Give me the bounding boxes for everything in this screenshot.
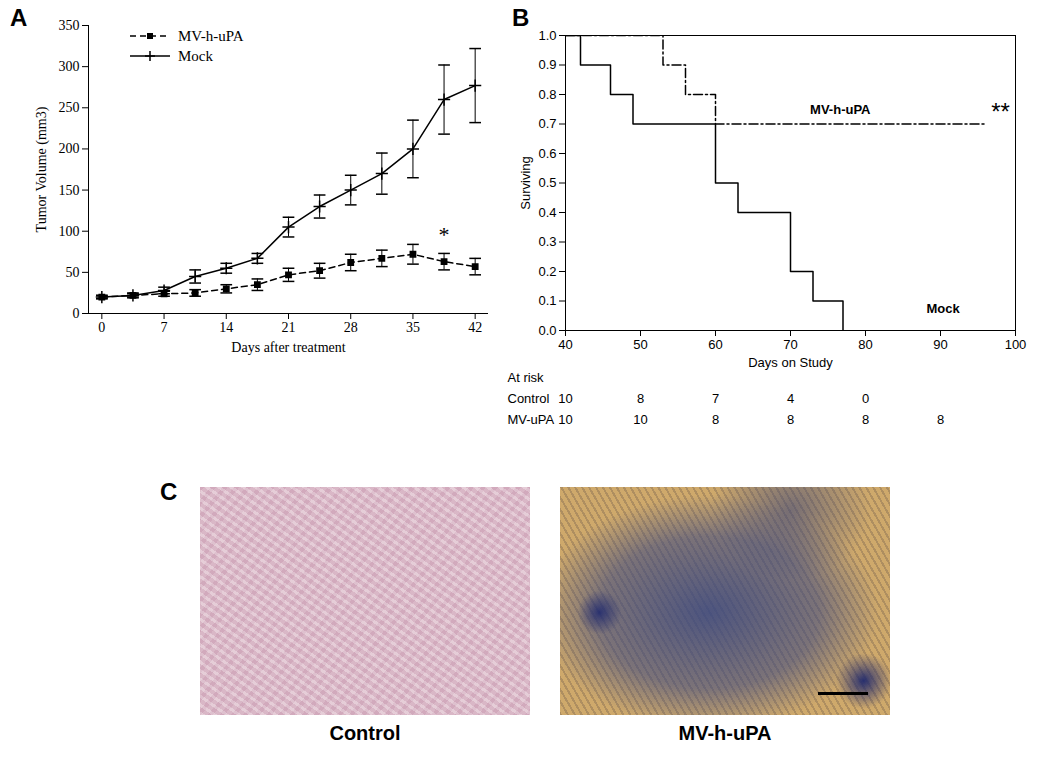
svg-text:8: 8 xyxy=(787,412,794,427)
svg-text:0.8: 0.8 xyxy=(538,87,556,102)
svg-text:80: 80 xyxy=(858,337,872,352)
html-text:B: B xyxy=(512,4,530,31)
svg-text:Days after treatment: Days after treatment xyxy=(231,340,345,355)
svg-text:40: 40 xyxy=(558,337,572,352)
html-text:Control: Control xyxy=(329,722,401,744)
svg-text:21: 21 xyxy=(282,320,296,335)
svg-text:50: 50 xyxy=(633,337,647,352)
svg-text:0.4: 0.4 xyxy=(538,205,556,220)
svg-text:10: 10 xyxy=(558,412,572,427)
svg-text:1.0: 1.0 xyxy=(538,28,556,43)
svg-text:0.5: 0.5 xyxy=(538,175,556,190)
svg-text:Tumor Volume (mm3): Tumor Volume (mm3) xyxy=(34,106,50,232)
svg-text:50: 50 xyxy=(66,265,80,280)
svg-text:28: 28 xyxy=(344,320,358,335)
svg-text:Mock: Mock xyxy=(926,301,960,316)
svg-text:8: 8 xyxy=(637,391,644,406)
html-text:MV-h-uPA: MV-h-uPA xyxy=(678,722,772,744)
svg-text:0.2: 0.2 xyxy=(538,264,556,279)
html-text:A: A xyxy=(10,4,28,31)
svg-text:8: 8 xyxy=(712,412,719,427)
svg-text:35: 35 xyxy=(406,320,420,335)
svg-text:150: 150 xyxy=(59,183,80,198)
svg-text:0.6: 0.6 xyxy=(538,146,556,161)
svg-text:0: 0 xyxy=(73,306,80,321)
svg-text:14: 14 xyxy=(219,320,233,335)
svg-text:200: 200 xyxy=(59,141,80,156)
svg-text:250: 250 xyxy=(59,100,80,115)
svg-text:90: 90 xyxy=(933,337,947,352)
svg-text:At risk: At risk xyxy=(508,370,545,385)
svg-text:4: 4 xyxy=(787,391,794,406)
svg-text:7: 7 xyxy=(712,391,719,406)
svg-text:350: 350 xyxy=(59,18,80,33)
svg-text:10: 10 xyxy=(633,412,647,427)
svg-text:70: 70 xyxy=(783,337,797,352)
svg-text:100: 100 xyxy=(59,224,80,239)
html-text:MV-h-uPA: MV-h-uPA xyxy=(178,27,244,44)
svg-text:10: 10 xyxy=(558,391,572,406)
svg-text:Surviving: Surviving xyxy=(518,156,533,209)
svg-text:MV-uPA: MV-uPA xyxy=(508,412,555,427)
svg-text:0: 0 xyxy=(862,391,869,406)
svg-text:0.7: 0.7 xyxy=(538,116,556,131)
svg-text:Days on Study: Days on Study xyxy=(748,355,833,370)
svg-text:0.9: 0.9 xyxy=(538,57,556,72)
svg-text:8: 8 xyxy=(862,412,869,427)
svg-text:*: * xyxy=(439,222,450,247)
svg-text:**: ** xyxy=(991,98,1010,125)
svg-text:Control: Control xyxy=(508,391,550,406)
html-text:Mock: Mock xyxy=(178,47,213,64)
html-text:C: C xyxy=(160,478,178,505)
svg-text:MV-h-uPA: MV-h-uPA xyxy=(810,102,871,117)
svg-text:100: 100 xyxy=(1005,337,1027,352)
svg-text:0: 0 xyxy=(98,320,105,335)
svg-text:0.3: 0.3 xyxy=(538,234,556,249)
svg-text:7: 7 xyxy=(161,320,168,335)
svg-text:300: 300 xyxy=(59,59,80,74)
svg-text:60: 60 xyxy=(708,337,722,352)
svg-text:8: 8 xyxy=(937,412,944,427)
svg-text:0.0: 0.0 xyxy=(538,323,556,338)
svg-text:0.1: 0.1 xyxy=(538,293,556,308)
svg-text:42: 42 xyxy=(468,320,482,335)
